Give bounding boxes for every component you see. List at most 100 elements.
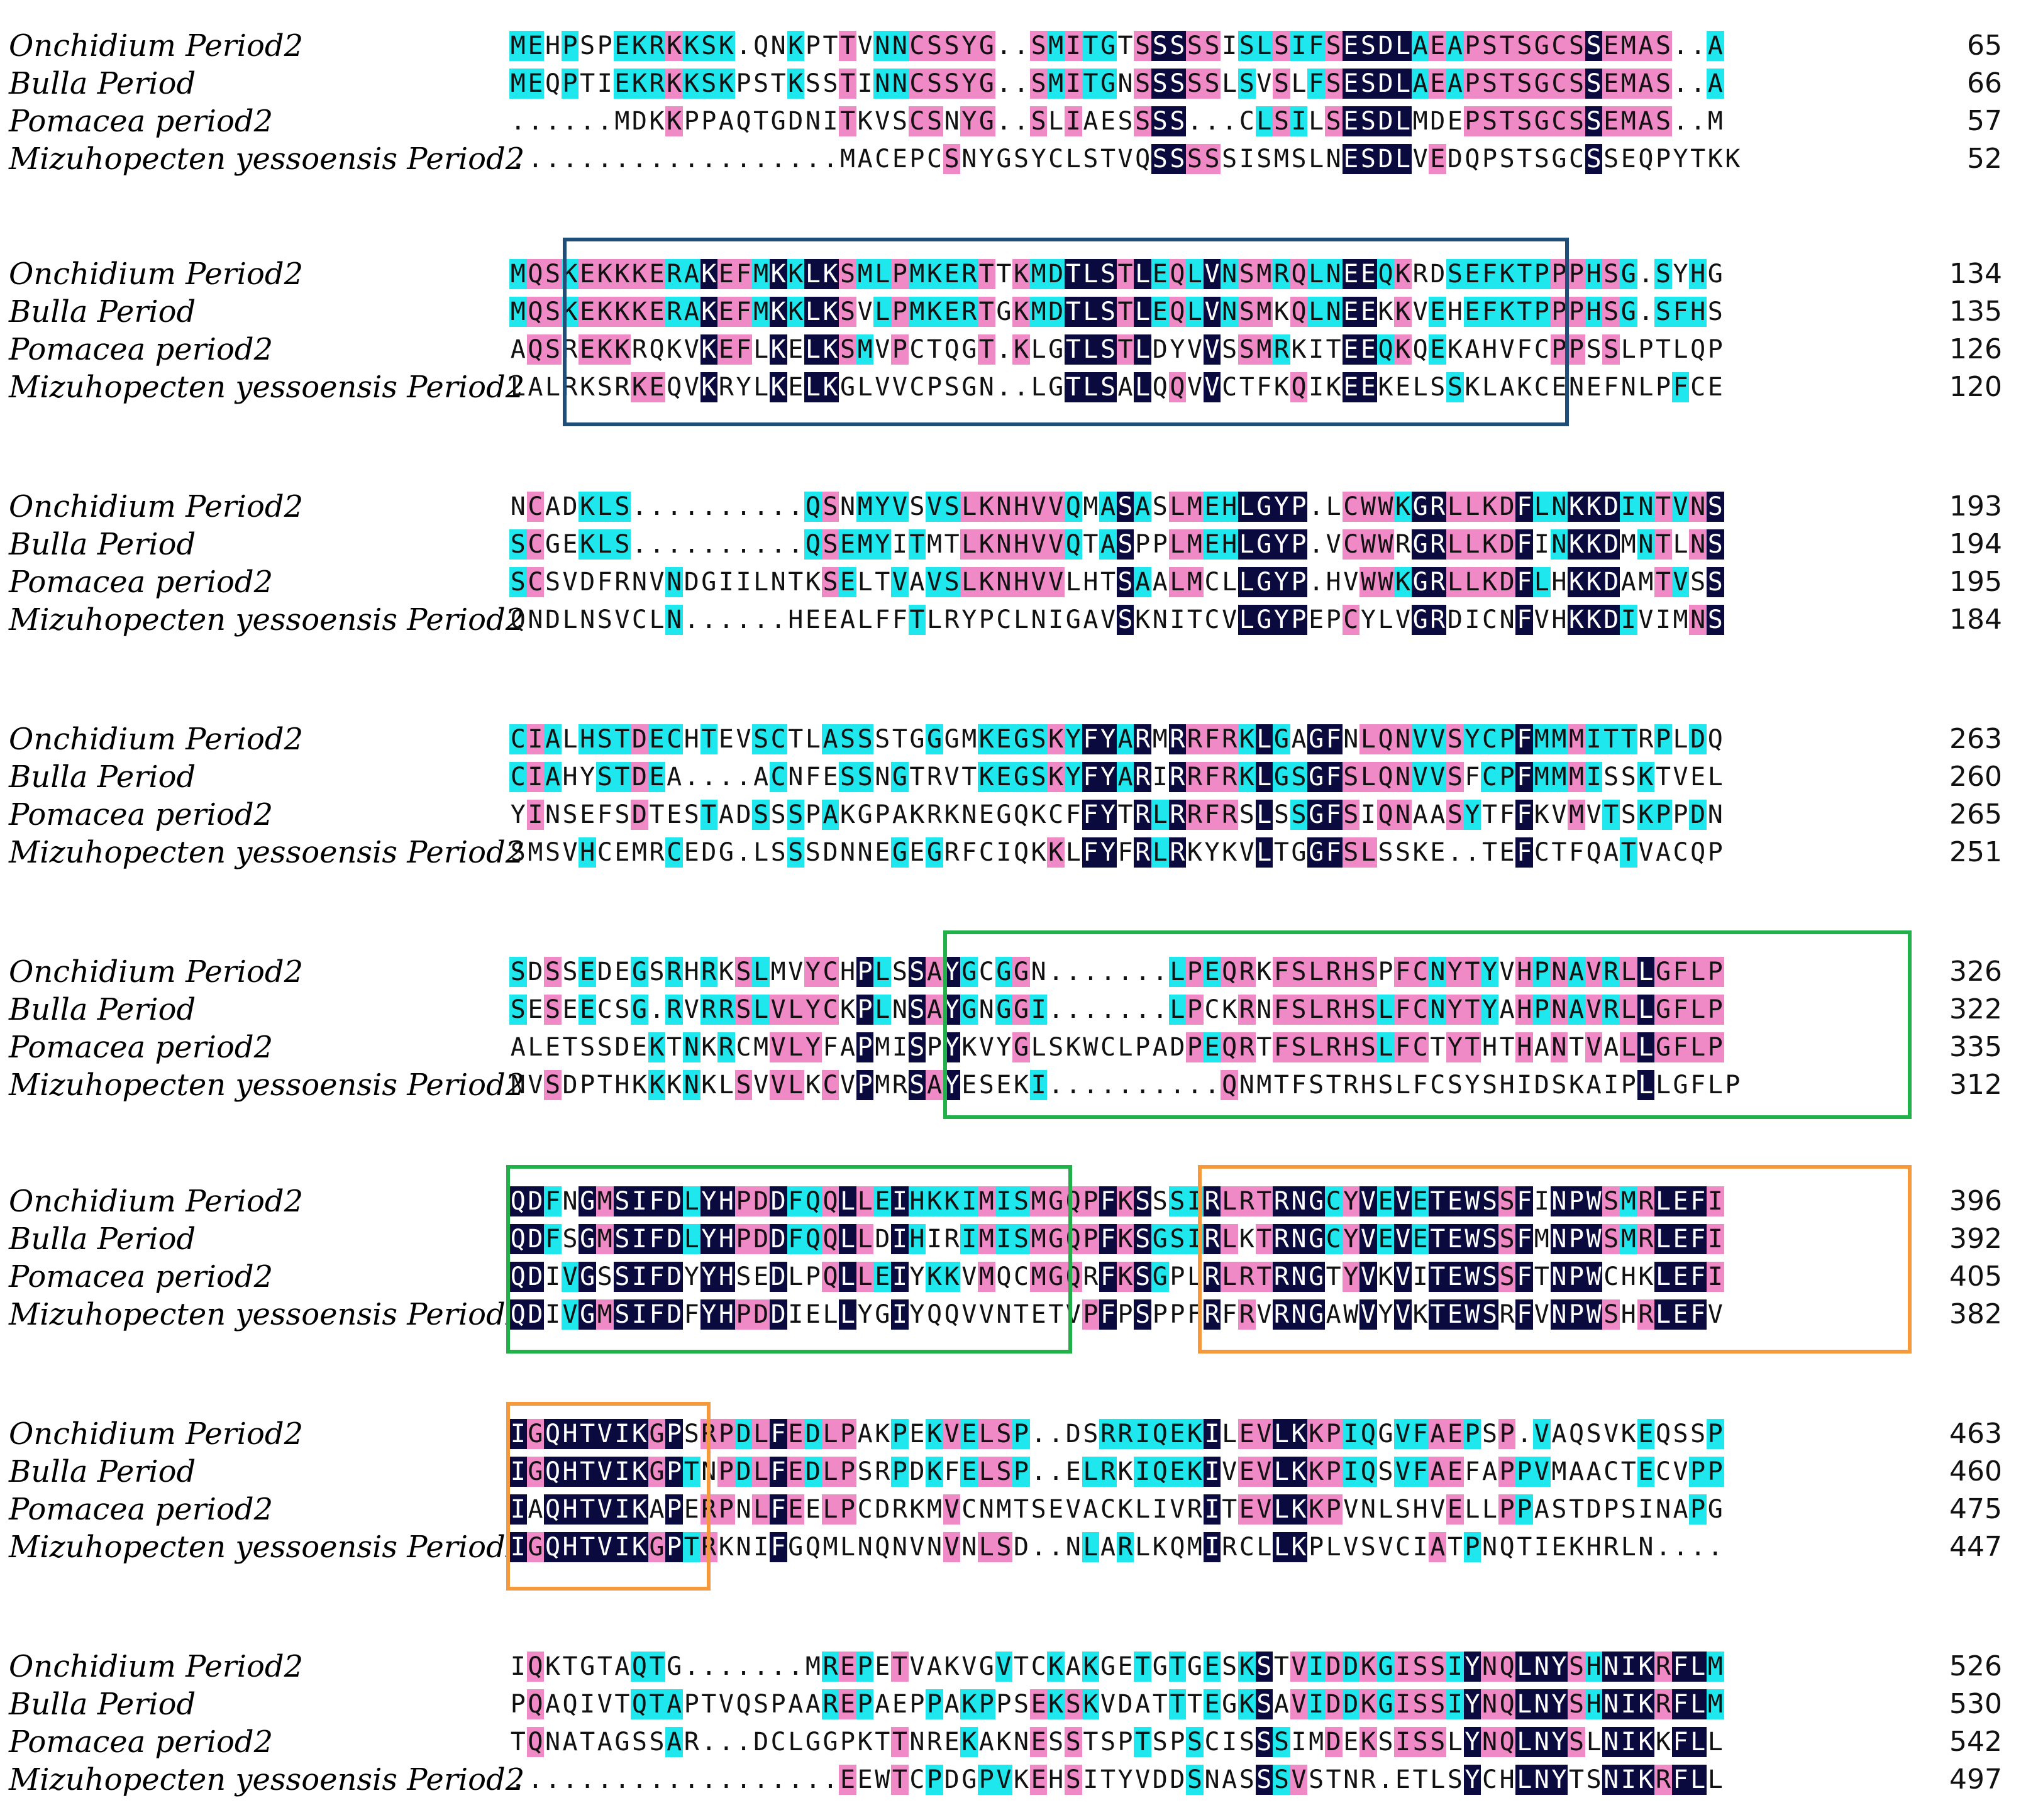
residue: S xyxy=(1515,69,1534,99)
residue: N xyxy=(1343,1765,1359,1794)
residue: H xyxy=(717,1299,735,1330)
residue: V xyxy=(840,1071,856,1100)
residue: S xyxy=(1134,106,1151,136)
residue: E xyxy=(1446,1494,1464,1525)
residue: A xyxy=(1499,373,1515,402)
residue: L xyxy=(1222,69,1238,98)
species-label: Pomacea period2 xyxy=(9,1030,274,1065)
residue: G xyxy=(822,1728,838,1757)
residue: V xyxy=(1394,1419,1412,1449)
residue: F xyxy=(1568,838,1585,867)
residue: Q xyxy=(510,605,526,634)
residue: A xyxy=(682,297,700,327)
residue: T xyxy=(891,1652,909,1682)
residue: T xyxy=(579,1494,596,1525)
residue: L xyxy=(1221,1224,1238,1254)
residue: K xyxy=(1585,529,1603,560)
residue: T xyxy=(1463,957,1481,987)
residue: L xyxy=(839,1186,856,1216)
residue: A xyxy=(1637,106,1655,136)
residue: E xyxy=(805,605,821,634)
residue: E xyxy=(839,529,856,560)
species-label: Onchidium Period2 xyxy=(9,256,304,292)
residue: S xyxy=(1602,1186,1620,1216)
residue: S xyxy=(684,800,699,829)
residue: . xyxy=(753,145,769,174)
residue: M xyxy=(631,838,647,867)
residue: S xyxy=(1222,1652,1238,1681)
residue: S xyxy=(1411,1652,1429,1682)
residue: Q xyxy=(649,335,665,364)
residue: S xyxy=(1429,1652,1447,1682)
residue: P xyxy=(1707,838,1723,867)
residue: . xyxy=(736,31,751,60)
residue: M xyxy=(1029,1186,1048,1216)
residue: S xyxy=(1168,31,1187,61)
residue: V xyxy=(978,1033,994,1062)
residue: E xyxy=(996,1071,1012,1100)
species-label: Onchidium Period2 xyxy=(9,489,304,524)
residue: . xyxy=(1690,1533,1706,1562)
residue: Q xyxy=(753,31,769,60)
residue: . xyxy=(718,492,734,521)
residue: T xyxy=(788,725,804,754)
residue: V xyxy=(961,1262,977,1291)
residue: A xyxy=(857,1420,873,1448)
residue: H xyxy=(1482,1033,1498,1062)
residue: S xyxy=(1324,69,1343,99)
residue: S xyxy=(1273,106,1290,136)
residue: V xyxy=(684,335,699,364)
residue: D xyxy=(769,1299,787,1330)
residue: E xyxy=(1168,1419,1187,1449)
residue: S xyxy=(1498,1224,1516,1254)
residue: D xyxy=(1689,800,1707,830)
residue: . xyxy=(701,145,717,174)
residue: L xyxy=(1255,837,1273,868)
residue: L xyxy=(1376,995,1395,1025)
residue: H xyxy=(1012,492,1030,522)
residue: M xyxy=(1620,1224,1637,1254)
residue: S xyxy=(1290,995,1308,1025)
residue: K xyxy=(944,1652,960,1681)
residue: P xyxy=(1170,1300,1185,1329)
residue: S xyxy=(1603,145,1619,174)
residue: D xyxy=(631,107,647,136)
residue: P xyxy=(1515,1494,1534,1525)
residue: E xyxy=(631,1033,647,1062)
residue: K xyxy=(1031,838,1046,867)
residue: V xyxy=(1135,1765,1151,1794)
residue: K xyxy=(1359,1727,1377,1757)
residue: N xyxy=(1602,1727,1620,1757)
residue: V xyxy=(1255,1494,1273,1525)
residue: P xyxy=(978,1765,995,1795)
residue: G xyxy=(579,1186,596,1216)
residue: L xyxy=(1637,1032,1655,1062)
residue: Q xyxy=(1655,1420,1671,1448)
residue: K xyxy=(1326,373,1341,402)
residue: R xyxy=(1203,1186,1221,1216)
residue: S xyxy=(1083,145,1099,174)
residue: . xyxy=(701,763,717,791)
residue: E xyxy=(943,297,961,327)
residue: D xyxy=(665,1299,683,1330)
residue: Q xyxy=(875,1533,890,1562)
residue: T xyxy=(1013,1495,1029,1524)
residue: I xyxy=(631,1299,648,1330)
residue: V xyxy=(944,763,960,791)
residue: P xyxy=(717,1494,735,1525)
residue: P xyxy=(1568,1299,1585,1330)
residue: S xyxy=(1255,1765,1273,1795)
residue: . xyxy=(545,107,561,136)
residue: T xyxy=(1065,334,1082,365)
residue: L xyxy=(1689,1689,1707,1719)
residue: S xyxy=(943,144,961,174)
residue: V xyxy=(1499,957,1515,986)
residue: S xyxy=(1151,69,1169,99)
residue: T xyxy=(875,568,890,597)
residue: H xyxy=(684,725,699,754)
residue: T xyxy=(1463,1032,1481,1062)
residue: N xyxy=(995,567,1013,597)
residue: K xyxy=(1082,1652,1100,1682)
residue: . xyxy=(805,145,821,174)
